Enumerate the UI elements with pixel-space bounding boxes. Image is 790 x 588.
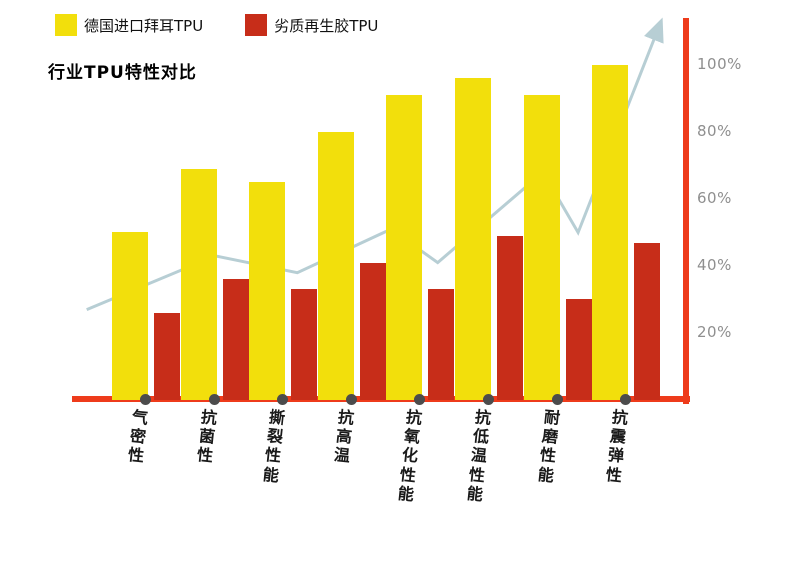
bar-yellow-3 [318,132,354,400]
y-tick-100%: 100% [697,55,742,73]
bar-yellow-2 [249,182,285,400]
legend-label: 劣质再生胶TPU [274,16,379,35]
bar-red-5 [497,236,523,400]
bar-yellow-6 [524,95,560,400]
legend-item-bayer-tpu: 德国进口拜耳TPU [55,14,203,36]
category-label-2: 撕裂性能 [262,407,286,485]
bar-yellow-0 [112,232,148,400]
baseline-dot-0 [140,394,151,405]
bar-yellow-4 [386,95,422,400]
category-label-0: 气密性 [127,407,149,466]
bar-red-1 [223,279,249,400]
category-label-4: 抗氧化性能 [397,407,423,505]
chart-title: 行业TPU特性对比 [48,63,197,83]
bar-red-0 [154,313,180,400]
y-tick-80%: 80% [697,122,732,140]
bar-red-4 [428,289,454,400]
baseline-dot-7 [620,394,631,405]
legend-label: 德国进口拜耳TPU [84,16,204,35]
bar-red-2 [291,289,317,400]
bar-yellow-1 [181,169,217,400]
legend-swatch-red-icon [245,14,268,36]
baseline-dot-3 [346,394,357,405]
bar-red-7 [634,243,660,400]
category-label-5: 抗低温性能 [466,407,492,505]
legend: 德国进口拜耳TPU 劣质再生胶TPU [55,14,378,36]
bar-yellow-5 [455,78,491,400]
baseline-dot-6 [552,394,563,405]
baseline-dot-5 [483,394,494,405]
bar-yellow-7 [592,65,628,400]
category-label-6: 耐磨性能 [537,407,561,485]
y-tick-40%: 40% [697,256,732,274]
category-label-7: 抗震弹性 [605,407,629,485]
bar-red-6 [566,299,592,400]
bar-red-3 [360,263,386,400]
category-label-1: 抗菌性 [196,407,218,466]
y-tick-20%: 20% [697,323,732,341]
legend-item-recycled-tpu: 劣质再生胶TPU [245,14,378,36]
category-label-3: 抗高温 [333,407,355,466]
y-axis-line [683,18,689,404]
baseline-dot-1 [209,394,220,405]
legend-swatch-yellow-icon [55,14,77,36]
baseline-dot-4 [414,394,425,405]
y-tick-60%: 60% [697,189,732,207]
baseline-dot-2 [277,394,288,405]
